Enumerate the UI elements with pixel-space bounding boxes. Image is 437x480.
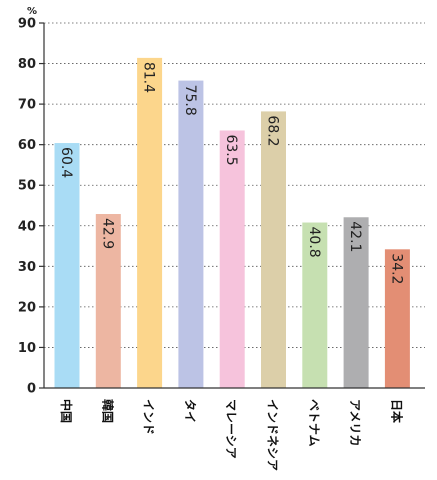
- bar: [178, 80, 204, 388]
- bar-value-label: 40.8: [306, 227, 322, 258]
- category-label: タイ: [183, 399, 197, 423]
- y-tick-label: 0: [27, 382, 36, 397]
- bar-value-label: 63.5: [223, 134, 239, 165]
- bar-value-label: 34.2: [388, 253, 404, 284]
- category-label: インドネシア: [266, 399, 280, 471]
- bar-value-label: 75.8: [182, 85, 198, 116]
- bars: [54, 57, 410, 389]
- category-label: 中国: [59, 399, 74, 423]
- y-tick-label: 90: [18, 17, 36, 32]
- category-label: 韓国: [100, 399, 115, 423]
- y-tick-label: 70: [18, 98, 36, 113]
- bar-value-label: 68.2: [265, 115, 281, 146]
- y-tick-label: 80: [18, 57, 36, 72]
- category-label: アメリカ: [348, 399, 362, 446]
- bar: [54, 143, 80, 388]
- y-axis-unit: %: [27, 6, 37, 17]
- bar: [95, 214, 121, 388]
- category-labels: 中国 韓国 インド タイ マレーシア インドネシア ベトナム アメリカ 日本: [59, 399, 404, 471]
- bar: [137, 57, 163, 388]
- category-label: インド: [142, 399, 156, 435]
- y-tick-label: 50: [18, 179, 36, 194]
- category-label: ベトナム: [307, 399, 321, 447]
- bar: [384, 249, 410, 388]
- y-tick-label: 20: [18, 300, 36, 315]
- y-tick-label: 60: [18, 138, 36, 153]
- y-tick-label: 40: [18, 219, 36, 234]
- bar: [219, 130, 245, 388]
- category-label: マレーシア: [224, 399, 238, 459]
- value-labels: 60.4 42.9 81.4 75.8 63.5 68.2 40.8 42.1 34.2: [58, 62, 404, 285]
- bar-value-label: 60.4: [58, 147, 74, 178]
- bar: [343, 217, 369, 388]
- bar-value-label: 42.1: [347, 221, 363, 252]
- category-label: 日本: [389, 399, 404, 423]
- y-axis-ticks: 0 10 20 30 40 50 60 70 80 90: [18, 17, 44, 397]
- bar-value-label: 81.4: [141, 62, 157, 93]
- y-tick-label: 30: [18, 260, 36, 275]
- bar: [261, 111, 286, 389]
- y-tick-label: 10: [18, 341, 36, 356]
- bar-value-label: 42.9: [99, 218, 115, 249]
- bar: [302, 222, 328, 388]
